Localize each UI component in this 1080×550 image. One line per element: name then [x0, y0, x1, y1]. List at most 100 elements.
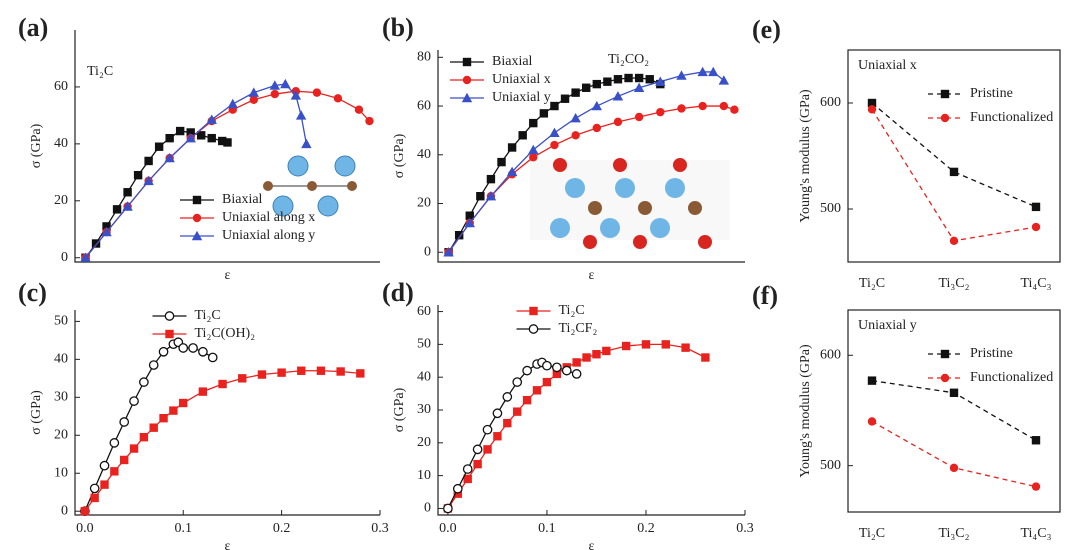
marker: [513, 407, 522, 416]
marker: [336, 367, 345, 376]
axes: [437, 50, 745, 263]
marker: [148, 360, 159, 370]
marker: [129, 396, 139, 406]
marker: [185, 132, 196, 143]
legend-title: Uniaxial y: [858, 318, 917, 333]
marker: [506, 166, 518, 177]
marker: [482, 424, 493, 435]
legend-marker: [940, 89, 950, 99]
marker: [248, 87, 259, 97]
marker: [641, 340, 651, 349]
marker: [507, 143, 517, 152]
marker: [570, 113, 581, 123]
marker: [502, 392, 513, 402]
marker: [561, 365, 572, 376]
y-tick-label: 20: [54, 427, 68, 442]
y-tick-label: 500: [820, 201, 841, 216]
marker: [867, 376, 877, 385]
x-tick-label: 0.0: [439, 521, 457, 536]
marker: [218, 136, 227, 146]
legend-label: Ti₂C: [195, 308, 221, 323]
y-tick-label: 30: [417, 402, 431, 417]
marker: [603, 77, 612, 86]
marker: [463, 474, 472, 484]
marker: [316, 366, 326, 375]
y-tick-label: 40: [417, 369, 431, 384]
marker: [493, 432, 502, 441]
marker: [718, 75, 730, 85]
marker: [277, 368, 286, 377]
x-tick-label: Ti₂C: [859, 276, 885, 291]
marker: [129, 444, 139, 453]
y-tick-label: 0: [61, 250, 68, 265]
marker: [80, 507, 90, 516]
y-tick-label: 60: [54, 79, 68, 94]
marker: [122, 201, 133, 211]
marker: [223, 138, 232, 147]
marker: [529, 153, 538, 162]
marker: [238, 374, 247, 383]
marker: [592, 123, 601, 133]
marker: [257, 370, 267, 379]
x-tick-label: 0.2: [637, 521, 655, 536]
marker: [280, 78, 291, 89]
y-axis-label: Young's modulus (GPa): [798, 89, 813, 223]
marker: [949, 463, 959, 473]
marker: [613, 117, 623, 127]
x-axis-label: ε: [225, 268, 231, 283]
legend-label: Ti₂C(OH)₂: [195, 326, 256, 341]
y-tick-label: 60: [417, 304, 431, 319]
marker: [676, 70, 687, 80]
x-axis-label: ε: [225, 539, 231, 550]
marker: [542, 360, 552, 371]
marker: [207, 133, 216, 143]
marker: [175, 126, 185, 136]
inset-structure-b: [530, 158, 730, 249]
y-tick-label: 0: [424, 501, 431, 516]
marker: [462, 464, 473, 474]
legend-marker: [940, 349, 950, 359]
marker: [661, 340, 670, 349]
y-tick-label: 0: [61, 503, 68, 518]
marker: [99, 460, 110, 471]
plot-frame: [847, 309, 1061, 513]
marker: [697, 66, 708, 77]
legend-title: Uniaxial x: [858, 58, 917, 73]
y-tick-label: 80: [417, 50, 431, 65]
marker: [549, 127, 560, 138]
legend-label: Pristine: [970, 86, 1013, 101]
marker: [119, 417, 130, 427]
marker: [227, 98, 238, 109]
legend-label: Functionalized: [970, 370, 1053, 385]
series-line: [871, 420, 1037, 488]
marker: [708, 66, 719, 77]
marker: [949, 167, 959, 177]
marker: [497, 157, 506, 167]
legend-marker: [192, 213, 202, 223]
y-tick-label: 600: [820, 95, 841, 110]
marker: [730, 105, 739, 114]
marker: [356, 369, 365, 378]
legend-marker: [529, 306, 538, 316]
marker: [483, 445, 492, 454]
x-tick-label: 0.3: [371, 521, 389, 536]
legend-label: Pristine: [970, 346, 1013, 361]
marker: [169, 406, 178, 415]
marker: [613, 75, 623, 84]
marker: [89, 483, 100, 494]
marker: [867, 98, 877, 108]
legend-label: Ti₂CF₂: [559, 321, 598, 336]
x-tick-label: Ti₂C: [859, 526, 885, 541]
marker: [698, 101, 707, 111]
panel-label: (c): [18, 278, 47, 307]
marker: [867, 105, 877, 114]
marker: [473, 459, 482, 469]
y-tick-label: 50: [54, 314, 68, 329]
panel-label: (e): [752, 15, 781, 44]
marker: [1031, 222, 1041, 232]
x-axis-label: ε: [589, 539, 595, 550]
series-line: [447, 343, 706, 509]
marker: [139, 377, 149, 387]
y-tick-label: 20: [417, 196, 431, 211]
marker: [512, 377, 523, 387]
